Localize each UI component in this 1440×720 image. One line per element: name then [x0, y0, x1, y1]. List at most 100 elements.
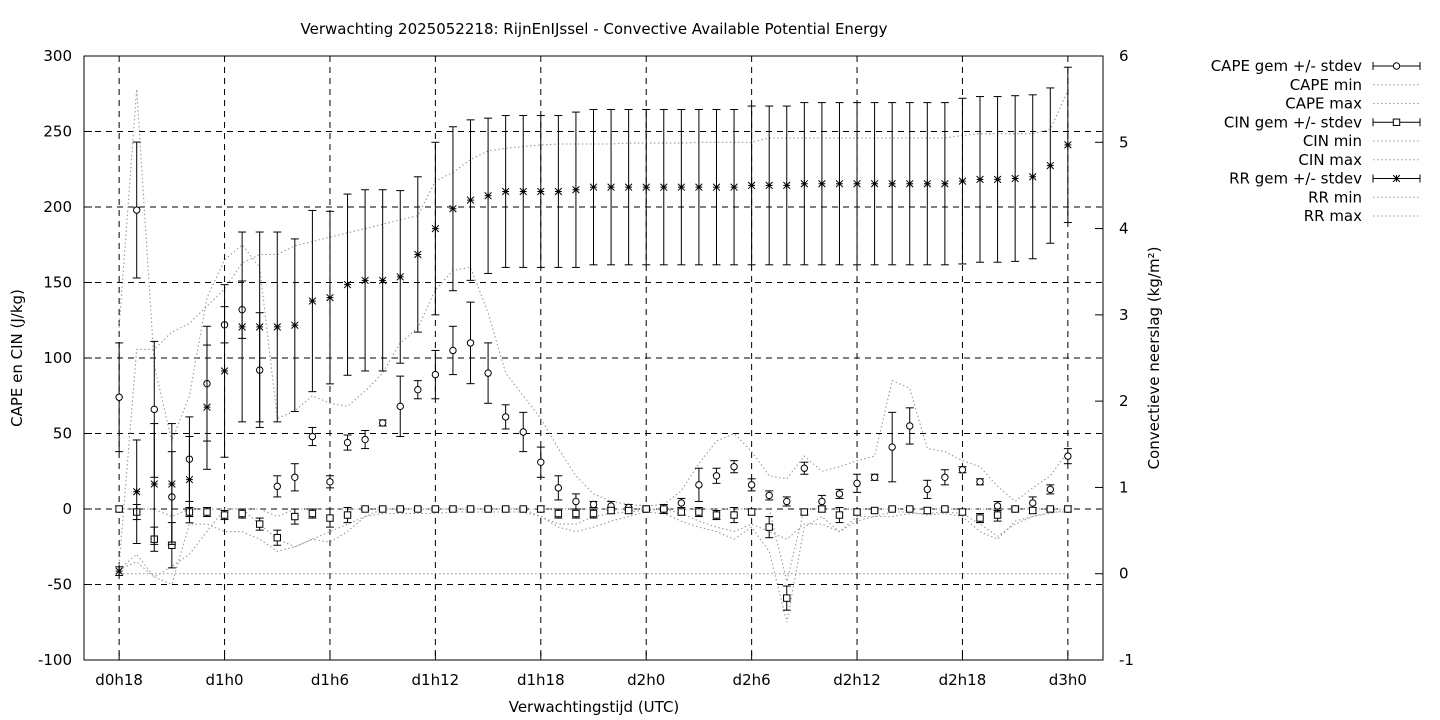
- rr-gem-stdev-marker: [484, 192, 492, 200]
- cin-gem-stdev-point: [853, 508, 862, 516]
- cin-gem-stdev-marker: [449, 505, 457, 513]
- x-tick-label: d0h18: [95, 671, 143, 689]
- rr-gem-stdev-point: [413, 176, 422, 333]
- rr-gem-stdev-marker: [466, 196, 475, 204]
- rr-gem-stdev-point: [694, 108, 703, 266]
- rr-gem-stdev-point: [1011, 95, 1020, 262]
- cin-gem-stdev-point: [993, 508, 1002, 522]
- cape-gem-stdev-marker: [941, 473, 949, 481]
- cape-gem-stdev-marker: [853, 479, 861, 488]
- cape-gem-stdev-marker: [906, 422, 914, 430]
- cin-gem-stdev-marker: [572, 509, 580, 518]
- cape-gem-stdev-point: [554, 475, 563, 501]
- rr-gem-stdev-point: [624, 108, 633, 266]
- cape-gem-stdev-marker: [1064, 452, 1072, 460]
- x-tick-label: d2h6: [733, 671, 771, 689]
- cin-gem-stdev-marker: [1011, 505, 1019, 513]
- legend-label: CAPE max: [1285, 95, 1362, 113]
- cin-gem-stdev-point: [888, 505, 897, 513]
- series-layer: [115, 66, 1072, 623]
- rr-gem-stdev-point: [273, 231, 282, 423]
- cape-gem-stdev-point: [378, 419, 387, 427]
- cin-gem-stdev-marker: [1029, 506, 1037, 515]
- rr-gem-stdev-point: [238, 231, 247, 423]
- y-tick-label: 300: [43, 47, 72, 65]
- cape-gem-stdev-point: [536, 446, 545, 478]
- cin-gem-stdev-marker: [291, 512, 299, 521]
- cin-gem-stdev-point: [466, 505, 475, 513]
- cape-gem-stdev-marker: [449, 346, 457, 355]
- rr-gem-stdev-point: [1063, 66, 1072, 224]
- cin-gem-stdev-point: [940, 505, 949, 513]
- cape-gem-stdev-point: [1063, 448, 1072, 465]
- rr-gem-stdev-marker: [624, 183, 633, 191]
- cin-gem-stdev-point: [554, 508, 563, 519]
- rr-gem-stdev-marker: [1064, 141, 1072, 149]
- cape-gem-stdev-marker: [888, 443, 896, 451]
- rr-gem-stdev-point: [378, 189, 387, 372]
- cin-gem-stdev-marker: [1064, 505, 1072, 513]
- rr-gem-stdev-marker: [905, 179, 914, 188]
- y2-tick-label: 4: [1119, 220, 1129, 238]
- rr-gem-stdev-point: [519, 115, 528, 268]
- cape-gem-stdev-point: [800, 461, 809, 475]
- cin-gem-stdev-point: [273, 529, 282, 546]
- rr-gem-stdev-point: [976, 96, 985, 263]
- cape-gem-stdev-marker: [677, 499, 686, 507]
- cin-gem-stdev-marker: [501, 505, 510, 513]
- legend-label: RR gem +/- stdev: [1229, 170, 1362, 188]
- cin-gem-stdev-marker: [607, 506, 615, 515]
- cin-gem-stdev-point: [976, 513, 985, 524]
- rr-gem-stdev-point: [589, 108, 598, 266]
- cin-gem-stdev-marker: [255, 520, 264, 528]
- legend-swatch-marker: [1392, 174, 1401, 183]
- rr-gem-stdev-point: [361, 189, 370, 372]
- rr-gem-stdev-marker: [783, 181, 791, 190]
- cape-gem-stdev-marker: [976, 478, 984, 486]
- rr-gem-stdev-point: [1046, 87, 1055, 244]
- cape-gem-stdev-point: [730, 460, 739, 474]
- cape-gem-stdev-marker: [800, 464, 809, 472]
- rr-gem-stdev-marker: [185, 475, 194, 484]
- cin-gem-stdev-point: [396, 505, 405, 513]
- cin-gem-stdev-marker: [747, 508, 756, 516]
- rr-gem-stdev-point: [554, 115, 563, 268]
- rr-gem-stdev-marker: [519, 187, 527, 196]
- rr-gem-stdev-marker: [361, 276, 369, 285]
- rr-gem-stdev-marker: [431, 224, 440, 233]
- cin-gem-stdev-marker: [695, 508, 703, 516]
- cape-gem-stdev-point: [448, 325, 457, 376]
- rr-gem-stdev-point: [853, 102, 862, 266]
- cape-gem-stdev-point: [396, 375, 405, 438]
- cin-gem-stdev-point: [325, 508, 334, 528]
- cin-gem-stdev-point: [202, 506, 211, 518]
- rr-gem-stdev-marker: [150, 480, 159, 488]
- cin-gem-stdev-point: [413, 505, 422, 513]
- cape-gem-stdev-point: [519, 411, 528, 453]
- cin-gem-stdev-point: [1063, 505, 1072, 513]
- cape-gem-stdev-marker: [291, 473, 299, 481]
- cin-gem-stdev-point: [361, 505, 370, 513]
- cape-gem-stdev-point: [782, 496, 791, 507]
- y-tick-label: 250: [43, 123, 72, 141]
- cape-gem-stdev-marker: [835, 490, 844, 498]
- cin-gem-stdev-marker: [220, 511, 229, 519]
- cape-gem-stdev-point: [940, 469, 949, 486]
- y2-axis-label: Convectieve neerslag (kg/m²): [1145, 247, 1163, 470]
- cin-gem-stdev-marker: [853, 508, 861, 516]
- cin-gem-stdev-point: [765, 516, 774, 539]
- cin-gem-stdev-point: [870, 506, 879, 515]
- rr-gem-stdev-marker: [572, 185, 580, 194]
- rr-gem-stdev-marker: [642, 183, 650, 191]
- y-tick-label: 50: [53, 425, 72, 443]
- rr-gem-stdev-point: [571, 111, 580, 268]
- cape-gem-stdev-marker: [870, 473, 879, 481]
- rr-gem-stdev-point: [448, 126, 457, 292]
- plot-frame: [83, 55, 1104, 661]
- rr-gem-stdev-point: [325, 210, 334, 385]
- cape-gem-stdev-marker: [361, 435, 369, 444]
- cin-gem-stdev-marker: [396, 505, 404, 513]
- cin-gem-stdev-marker: [624, 506, 633, 515]
- rr-gem-stdev-point: [466, 119, 475, 281]
